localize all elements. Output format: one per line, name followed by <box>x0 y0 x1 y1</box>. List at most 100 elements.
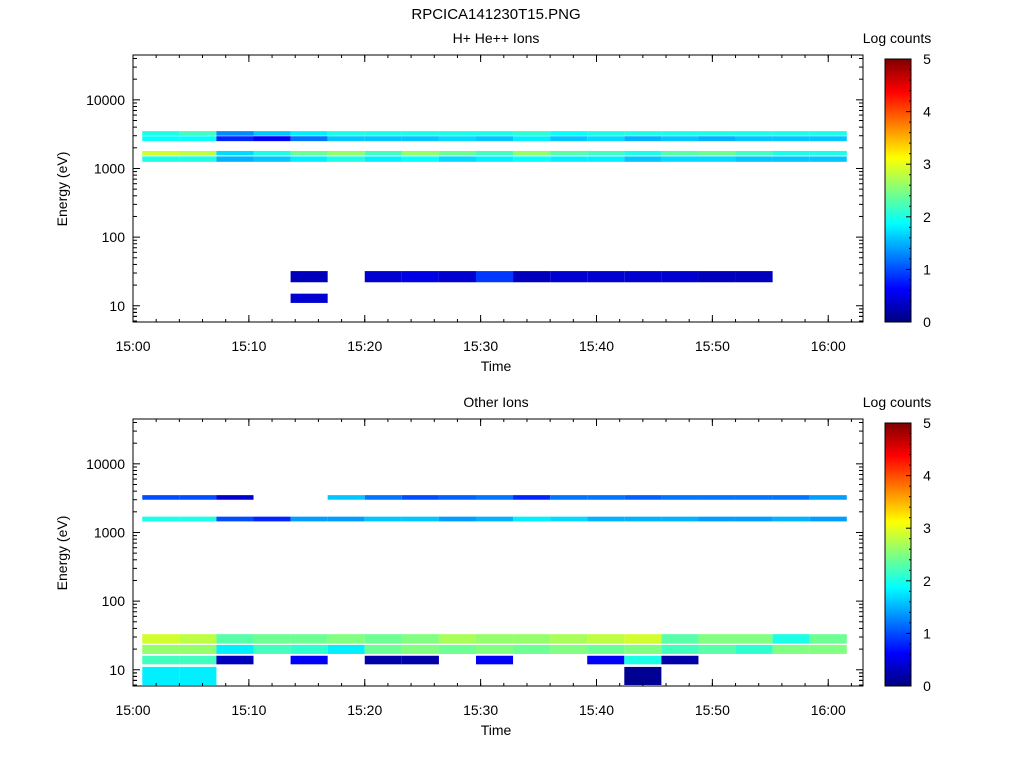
heatmap-cell <box>290 644 328 654</box>
heatmap-cell <box>772 131 810 136</box>
heatmap-cell <box>513 150 551 156</box>
heatmap-cell <box>550 131 588 136</box>
heatmap-cell <box>772 634 810 644</box>
heatmap-cell <box>698 516 736 522</box>
panel-h-he-ions: H+ He++ Ions Log counts 15:00 15:10 15:2… <box>54 30 931 374</box>
heatmap-cell <box>401 271 439 283</box>
heatmap-cell <box>142 666 180 685</box>
colorbar: 0 1 2 3 4 5 <box>884 415 931 694</box>
heatmap-cell <box>772 150 810 156</box>
heatmap-cell <box>290 131 328 136</box>
y-tick-label: 1000 <box>94 524 125 540</box>
heatmap-cell <box>216 644 254 654</box>
x-tick-label: 16:00 <box>811 702 846 718</box>
heatmap-cell <box>327 495 365 500</box>
heatmap-cell <box>179 644 217 654</box>
heatmap-cell <box>142 131 180 136</box>
heatmap-cell <box>438 156 476 162</box>
heatmap-cell <box>475 150 514 156</box>
y-tick-label: 10 <box>109 662 125 678</box>
heatmap-cell <box>364 634 402 644</box>
plot-axes <box>132 418 864 687</box>
heatmap-cell <box>475 495 514 500</box>
heatmap-cell <box>364 655 402 665</box>
heatmap-cell <box>809 644 847 654</box>
heatmap-cell <box>513 271 551 283</box>
heatmap-cell <box>698 271 736 283</box>
heatmap-cell <box>401 495 439 500</box>
heatmap-cell <box>327 150 365 156</box>
heatmap-cell <box>475 271 514 283</box>
heatmap-cell <box>698 131 736 136</box>
heatmap-cell <box>290 156 328 162</box>
heatmap-cell <box>401 136 439 142</box>
heatmap-cell <box>179 655 217 665</box>
heatmap-cell <box>179 516 217 522</box>
heatmap-cell <box>179 136 217 142</box>
heatmap-cell <box>698 495 736 500</box>
x-tick-label: 15:10 <box>231 702 266 718</box>
heatmap-cells <box>142 131 847 303</box>
heatmap-cell <box>216 495 254 500</box>
heatmap-cell <box>513 131 551 136</box>
x-tick-label: 15:50 <box>695 702 730 718</box>
heatmap-cell <box>179 131 217 136</box>
heatmap-cell <box>364 495 402 500</box>
y-tick-label: 1000 <box>94 160 125 176</box>
colorbar-tick-label: 3 <box>923 156 931 172</box>
y-tick-label: 10000 <box>86 456 125 472</box>
heatmap-cell <box>624 666 662 685</box>
heatmap-cell <box>364 156 402 162</box>
heatmap-cell <box>142 156 180 162</box>
heatmap-cell <box>587 131 625 136</box>
colorbar-tick-label: 1 <box>923 261 931 277</box>
heatmap-cell <box>624 131 662 136</box>
colorbar-tick-label: 5 <box>923 51 931 67</box>
heatmap-cell <box>290 136 328 142</box>
colorbar-label: Log counts <box>863 394 932 410</box>
panel-title: Other Ions <box>463 394 528 410</box>
heatmap-cell <box>475 516 514 522</box>
heatmap-cell <box>401 655 439 665</box>
x-tick-label: 15:40 <box>579 338 614 354</box>
heatmap-cell <box>401 644 439 654</box>
x-axis-ticks: 15:00 15:10 15:20 15:30 15:40 15:50 16:0… <box>115 338 845 354</box>
heatmap-cell <box>438 644 476 654</box>
heatmap-cell <box>290 655 328 665</box>
heatmap-cell <box>698 156 736 162</box>
heatmap-cell <box>661 634 699 644</box>
x-tick-label: 15:30 <box>463 702 498 718</box>
heatmap-cell <box>513 495 551 500</box>
heatmap-cell <box>438 150 476 156</box>
x-tick-label: 16:00 <box>811 338 846 354</box>
heatmap-cell <box>179 634 217 644</box>
heatmap-cell <box>624 156 662 162</box>
heatmap-cell <box>698 634 736 644</box>
heatmap-cell <box>142 644 180 654</box>
heatmap-cell <box>364 150 402 156</box>
heatmap-cell <box>587 495 625 500</box>
heatmap-cell <box>253 644 291 654</box>
heatmap-cell <box>735 495 773 500</box>
plot-axes <box>132 54 864 323</box>
heatmap-cell <box>475 136 514 142</box>
heatmap-cell <box>401 156 439 162</box>
heatmap-cell <box>735 516 773 522</box>
heatmap-cell <box>438 516 476 522</box>
colorbar-tick-label: 0 <box>923 678 931 694</box>
panel-title: H+ He++ Ions <box>453 30 540 46</box>
heatmap-cell <box>290 150 328 156</box>
heatmap-cell <box>401 131 439 136</box>
heatmap-cell <box>327 634 365 644</box>
colorbar-tick-label: 4 <box>923 104 931 120</box>
heatmap-cell <box>438 131 476 136</box>
heatmap-cell <box>364 271 402 283</box>
heatmap-cell <box>550 150 588 156</box>
heatmap-cell <box>624 136 662 142</box>
heatmap-cell <box>809 150 847 156</box>
y-axis-label: Energy (eV) <box>54 516 70 591</box>
colorbar-tick-label: 0 <box>923 314 931 330</box>
heatmap-cell <box>327 136 365 142</box>
heatmap-cell <box>179 156 217 162</box>
